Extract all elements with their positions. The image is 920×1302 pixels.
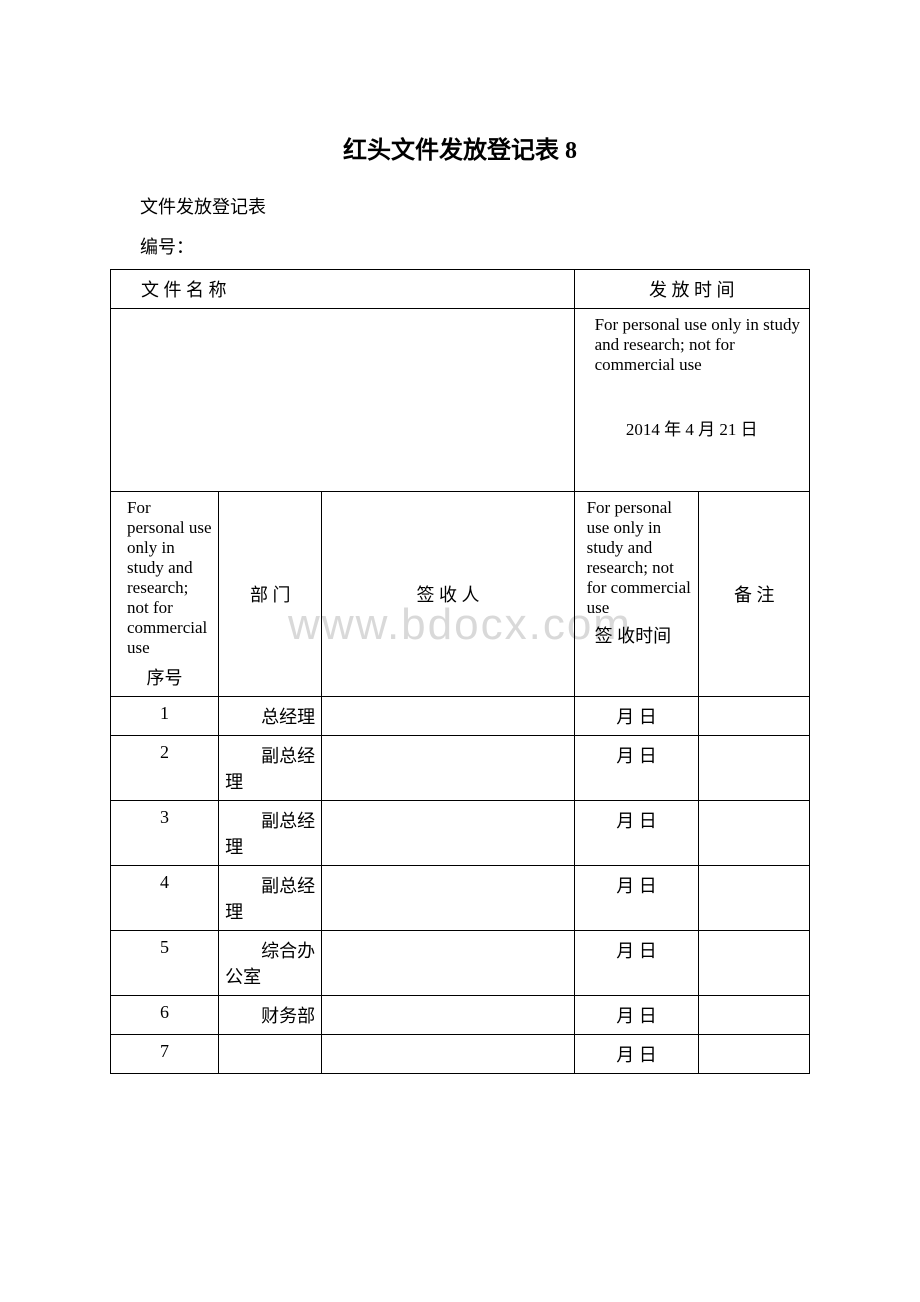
seq-personal-note: For personal use only in study and resea…: [117, 498, 212, 658]
seq-cell: 5: [111, 931, 219, 996]
signer-cell: [322, 736, 574, 801]
remark-cell: [699, 801, 810, 866]
signer-cell: [322, 931, 574, 996]
file-name-label: 文 件 名 称: [117, 276, 568, 302]
table-row: 5 综合办公室 月 日: [111, 931, 810, 996]
subtitle: 文件发放登记表: [140, 193, 810, 219]
seq-cell: 1: [111, 697, 219, 736]
time-cell: 月 日: [574, 736, 699, 801]
personal-use-note: For personal use only in study and resea…: [581, 315, 803, 375]
dept-text: 副总经理: [225, 742, 315, 794]
signer-label: 签 收 人: [416, 585, 479, 605]
issue-date: 2014 年 4 月 21 日: [581, 415, 803, 440]
dept-label: 部 门: [250, 585, 291, 605]
remark-cell: [699, 697, 810, 736]
table-row: 4 副总经理 月 日: [111, 866, 810, 931]
dept-cell: 总经理: [219, 697, 322, 736]
signer-cell: [322, 1035, 574, 1074]
time-cell: 月 日: [574, 697, 699, 736]
col-signer-header: 签 收 人: [322, 492, 574, 697]
dept-cell: 副总经理: [219, 801, 322, 866]
dept-text: 副总经理: [225, 807, 315, 859]
seq-cell: 2: [111, 736, 219, 801]
table-header-row-1: 文 件 名 称 发 放 时 间: [111, 270, 810, 309]
time-cell: 月 日: [574, 801, 699, 866]
col-dept-header: 部 门: [219, 492, 322, 697]
col-time-header: For personal use only in study and resea…: [574, 492, 699, 697]
issue-time-header: 发 放 时 间: [574, 270, 809, 309]
dept-cell: 副总经理: [219, 736, 322, 801]
remark-label: 备 注: [734, 585, 775, 605]
col-remark-header: 备 注: [699, 492, 810, 697]
issue-time-label: 发 放 时 间: [649, 280, 735, 300]
time-cell: 月 日: [574, 931, 699, 996]
file-name-header: 文 件 名 称: [111, 270, 575, 309]
table-row: 6 财务部 月 日: [111, 996, 810, 1035]
time-cell: 月 日: [574, 1035, 699, 1074]
signer-cell: [322, 801, 574, 866]
seq-cell: 6: [111, 996, 219, 1035]
time-cell: 月 日: [574, 866, 699, 931]
file-name-cell: [111, 309, 575, 492]
dept-cell: 副总经理: [219, 866, 322, 931]
table-row: 2 副总经理 月 日: [111, 736, 810, 801]
serial-number-label: 编号：: [140, 233, 810, 259]
distribution-table: 文 件 名 称 发 放 时 间 For personal use only in…: [110, 269, 810, 1074]
table-column-headers: For personal use only in study and resea…: [111, 492, 810, 697]
remark-cell: [699, 931, 810, 996]
time-cell: 月 日: [574, 996, 699, 1035]
remark-cell: [699, 736, 810, 801]
col-seq-header: For personal use only in study and resea…: [111, 492, 219, 697]
dept-text: 副总经理: [225, 872, 315, 924]
issue-time-cell: For personal use only in study and resea…: [574, 309, 809, 492]
time-personal-note: For personal use only in study and resea…: [581, 498, 693, 618]
dept-text: 总经理: [225, 703, 315, 729]
seq-cell: 4: [111, 866, 219, 931]
seq-label: 序号: [117, 658, 212, 690]
page-title: 红头文件发放登记表 8: [110, 130, 810, 165]
signer-cell: [322, 996, 574, 1035]
dept-cell: 综合办公室: [219, 931, 322, 996]
table-row: 3 副总经理 月 日: [111, 801, 810, 866]
signer-cell: [322, 697, 574, 736]
seq-cell: 7: [111, 1035, 219, 1074]
signer-cell: [322, 866, 574, 931]
dept-text: 综合办公室: [225, 937, 315, 989]
seq-cell: 3: [111, 801, 219, 866]
table-row: 7 月 日: [111, 1035, 810, 1074]
dept-cell: [219, 1035, 322, 1074]
remark-cell: [699, 866, 810, 931]
remark-cell: [699, 996, 810, 1035]
dept-text: 财务部: [225, 1002, 315, 1028]
table-row: 1 总经理 月 日: [111, 697, 810, 736]
remark-cell: [699, 1035, 810, 1074]
table-header-row-2: For personal use only in study and resea…: [111, 309, 810, 492]
dept-cell: 财务部: [219, 996, 322, 1035]
document-page: 红头文件发放登记表 8 文件发放登记表 编号： 文 件 名 称 发 放 时 间 …: [0, 0, 920, 1074]
time-label: 签 收时间: [581, 618, 693, 648]
